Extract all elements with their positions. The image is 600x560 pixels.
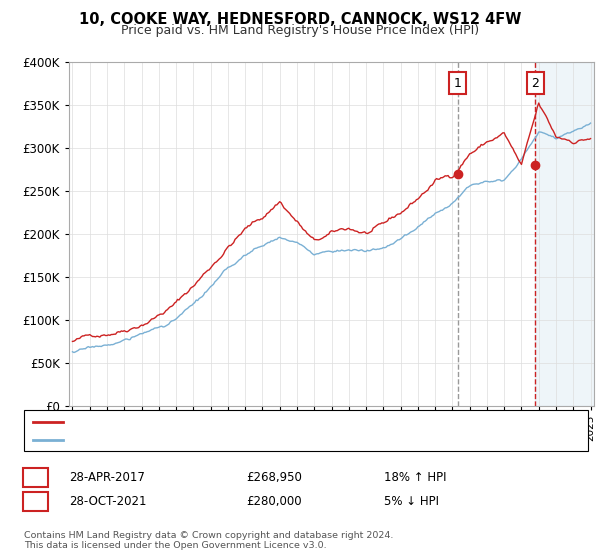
- Bar: [535, 62, 599, 406]
- Text: HPI: Average price, detached house, Cannock Chase: HPI: Average price, detached house, Cann…: [69, 435, 356, 445]
- Text: 18% ↑ HPI: 18% ↑ HPI: [384, 470, 446, 484]
- Text: 1: 1: [32, 470, 39, 484]
- Text: 5% ↓ HPI: 5% ↓ HPI: [384, 494, 439, 508]
- Text: 28-APR-2017: 28-APR-2017: [69, 470, 145, 484]
- Text: Price paid vs. HM Land Registry's House Price Index (HPI): Price paid vs. HM Land Registry's House …: [121, 24, 479, 36]
- Text: £268,950: £268,950: [246, 470, 302, 484]
- Text: 2: 2: [32, 494, 39, 508]
- Text: 1: 1: [454, 77, 461, 90]
- Text: 2: 2: [532, 77, 539, 90]
- Text: 10, COOKE WAY, HEDNESFORD, CANNOCK, WS12 4FW (detached house): 10, COOKE WAY, HEDNESFORD, CANNOCK, WS12…: [69, 417, 466, 427]
- Text: 10, COOKE WAY, HEDNESFORD, CANNOCK, WS12 4FW: 10, COOKE WAY, HEDNESFORD, CANNOCK, WS12…: [79, 12, 521, 27]
- Text: 28-OCT-2021: 28-OCT-2021: [69, 494, 146, 508]
- Text: Contains HM Land Registry data © Crown copyright and database right 2024.
This d: Contains HM Land Registry data © Crown c…: [24, 530, 394, 550]
- Text: £280,000: £280,000: [246, 494, 302, 508]
